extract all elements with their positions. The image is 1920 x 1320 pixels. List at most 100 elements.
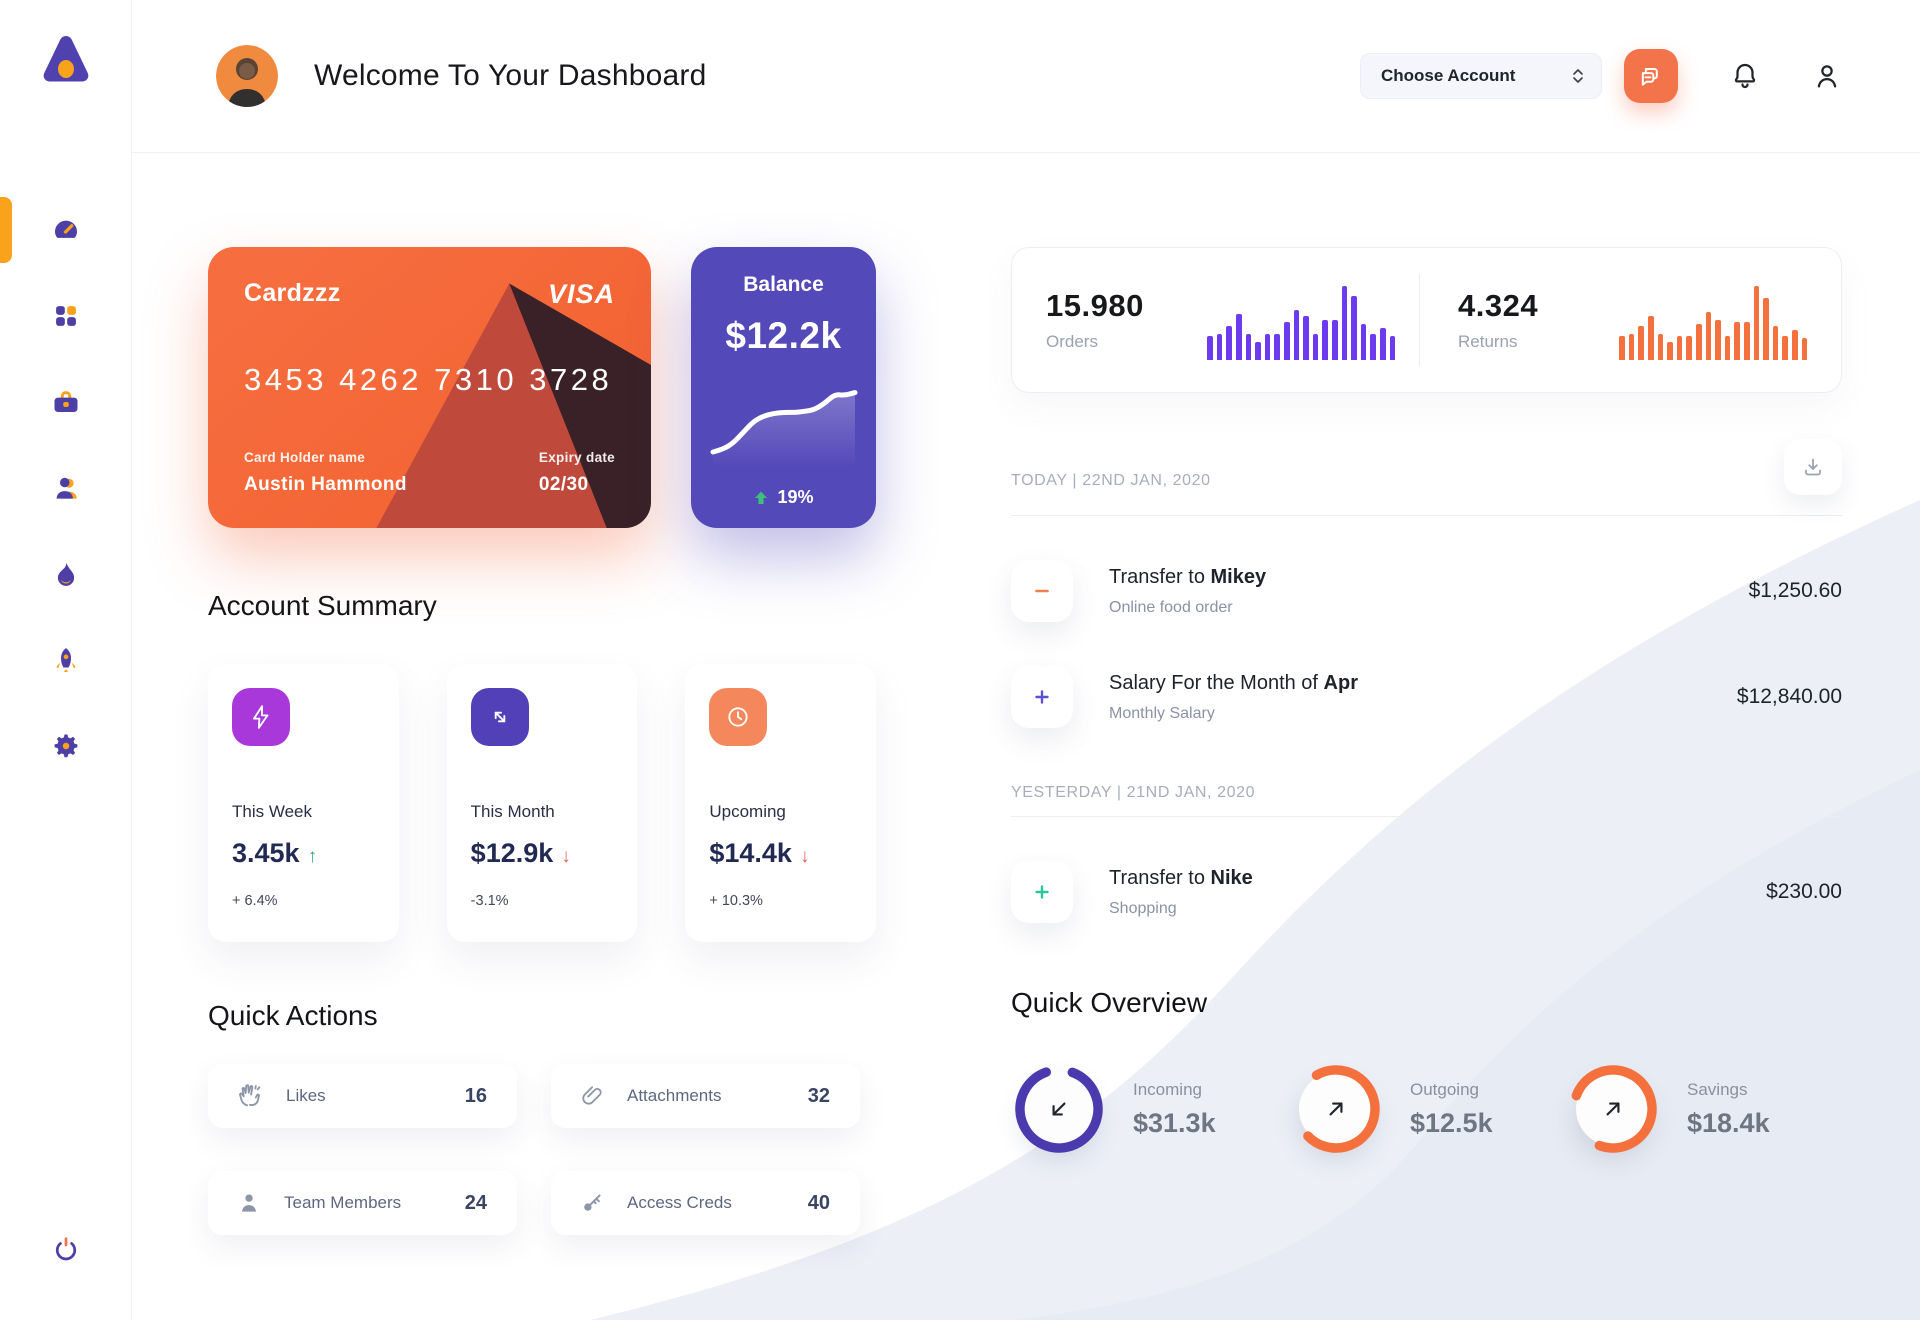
transaction-subtitle: Online food order xyxy=(1109,598,1233,616)
overview-value: $31.3k xyxy=(1133,1107,1216,1138)
sidebar-item-settings[interactable] xyxy=(49,729,83,763)
summary-cards: This Week 3.45k ↑ + 6.4% T xyxy=(208,664,877,942)
dashboard-gauge-icon xyxy=(54,220,77,238)
user-avatar[interactable] xyxy=(216,45,278,107)
action-label: Likes xyxy=(286,1086,326,1105)
transaction-title: Transfer to Mikey xyxy=(1109,565,1267,588)
paperclip-icon xyxy=(582,1086,602,1105)
action-access-creds[interactable]: Access Creds 40 xyxy=(551,1171,860,1235)
select-chevrons-icon xyxy=(1573,69,1583,83)
card-expiry: 02/30 xyxy=(538,474,589,495)
transaction-row[interactable]: Salary For the Month of Apr Monthly Sala… xyxy=(1011,666,1842,728)
quick-actions-title: Quick Actions xyxy=(208,1000,378,1031)
transaction-subtitle: Shopping xyxy=(1109,899,1177,917)
date-label: YESTERDAY | 21ND JAN, 2020 xyxy=(1011,784,1256,801)
orders-label: Orders xyxy=(1046,332,1098,351)
action-count: 24 xyxy=(464,1191,487,1214)
app-logo[interactable] xyxy=(35,28,97,95)
date-label: TODAY | 22ND JAN, 2020 xyxy=(1011,472,1211,489)
apps-grid-icon xyxy=(55,306,76,326)
top-header: Welcome To Your Dashboard Choose Account xyxy=(132,0,1920,153)
action-label: Attachments xyxy=(627,1086,722,1105)
quick-actions-grid: Likes 16 Attachments 32 xyxy=(208,1064,876,1235)
orders-stat: 15.980 Orders xyxy=(1046,288,1207,352)
chat-button[interactable] xyxy=(1624,49,1678,103)
action-attachments[interactable]: Attachments 32 xyxy=(551,1064,860,1128)
summary-change: -3.1% xyxy=(470,893,509,909)
balance-sparkline xyxy=(710,390,857,467)
action-label: Team Members xyxy=(284,1193,402,1212)
action-label: Access Creds xyxy=(627,1193,732,1212)
clap-hands-icon xyxy=(239,1084,261,1107)
transactions-header-yesterday: YESTERDAY | 21ND JAN, 2020 xyxy=(1011,784,1842,802)
balance-card[interactable]: Balance $12.2k xyxy=(691,247,876,528)
sidebar xyxy=(0,0,132,1320)
balance-value: $12.2k xyxy=(725,315,842,356)
summary-value: 3.45k ↑ xyxy=(232,838,318,868)
active-indicator xyxy=(0,197,12,263)
stats-panel: 15.980 Orders 4.324 Returns xyxy=(1011,247,1842,393)
logo-triangle-icon xyxy=(43,36,88,82)
transaction-sign-plus xyxy=(1011,861,1073,923)
account-selector-label: Choose Account xyxy=(1381,66,1516,85)
overview-row: Incoming $31.3k xyxy=(1011,1061,1842,1157)
profile-button[interactable] xyxy=(1812,61,1842,91)
incoming-donut xyxy=(1011,1061,1107,1157)
balance-change: 19% xyxy=(753,487,814,508)
sidebar-item-rocket[interactable] xyxy=(49,643,83,677)
returns-value: 4.324 xyxy=(1457,288,1539,323)
overview-label: Incoming xyxy=(1133,1079,1202,1099)
chat-bubbles-icon xyxy=(1641,68,1658,86)
transaction-row[interactable]: Transfer to Nike Shopping $230.00 xyxy=(1011,861,1842,923)
overview-outgoing: Outgoing $12.5k xyxy=(1288,1061,1565,1157)
cards-row: Cardzzz VISA 3453 4262 7310 3728 Card Ho… xyxy=(208,247,876,528)
person-icon xyxy=(1817,65,1837,88)
overview-value: $12.5k xyxy=(1410,1107,1493,1138)
summary-card-upcoming[interactable]: Upcoming $14.4k ↓ + 10.3% xyxy=(685,664,877,942)
action-count: 40 xyxy=(807,1191,830,1214)
sidebar-item-briefcase[interactable] xyxy=(49,385,83,419)
credit-card[interactable]: Cardzzz VISA 3453 4262 7310 3728 Card Ho… xyxy=(208,247,651,528)
summary-change: + 6.4% xyxy=(232,893,278,909)
divider xyxy=(1011,816,1842,817)
transaction-title: Salary For the Month of Apr xyxy=(1109,671,1358,694)
clock-icon xyxy=(709,688,768,746)
sidebar-item-dashboard[interactable] xyxy=(0,197,83,263)
transaction-title: Transfer to Nike xyxy=(1109,866,1253,889)
logout-button[interactable] xyxy=(51,1235,81,1270)
transaction-amount: $12,840.00 xyxy=(1736,685,1842,708)
summary-card-month[interactable]: This Month $12.9k ↓ -3.1% xyxy=(446,664,638,942)
left-column: Cardzzz VISA 3453 4262 7310 3728 Card Ho… xyxy=(208,247,877,1320)
action-likes[interactable]: Likes 16 xyxy=(208,1064,517,1128)
action-team-members[interactable]: Team Members 24 xyxy=(208,1171,517,1235)
outgoing-donut xyxy=(1288,1061,1384,1157)
orders-value: 15.980 xyxy=(1046,288,1144,323)
summary-label: This Month xyxy=(470,802,555,821)
sidebar-item-team[interactable] xyxy=(49,471,83,505)
card-number: 3453 4262 7310 3728 xyxy=(244,362,613,397)
overview-savings: Savings $18.4k xyxy=(1565,1061,1842,1157)
lightning-icon xyxy=(232,688,290,746)
download-button[interactable] xyxy=(1784,439,1842,495)
balance-label: Balance xyxy=(743,273,824,296)
transaction-subtitle: Monthly Salary xyxy=(1109,704,1215,722)
transaction-row[interactable]: Transfer to Mikey Online food order $1,2… xyxy=(1011,560,1842,622)
sidebar-item-activity[interactable] xyxy=(49,557,83,591)
summary-card-week[interactable]: This Week 3.45k ↑ + 6.4% xyxy=(208,664,399,942)
summary-value: $12.9k ↓ xyxy=(470,838,571,868)
download-icon xyxy=(1805,458,1821,476)
summary-label: Upcoming xyxy=(709,802,786,821)
avatar-photo xyxy=(216,45,278,107)
key-icon xyxy=(584,1194,601,1211)
transfer-arrows-icon xyxy=(470,688,529,746)
trend-down-icon: ↓ xyxy=(561,846,571,867)
account-summary-title: Account Summary xyxy=(208,590,437,621)
card-name: Cardzzz xyxy=(244,279,341,307)
account-selector[interactable]: Choose Account xyxy=(1360,53,1602,99)
summary-label: This Week xyxy=(232,802,312,821)
sidebar-item-apps[interactable] xyxy=(49,299,83,333)
bell-icon xyxy=(1734,63,1756,89)
returns-label: Returns xyxy=(1457,332,1518,351)
notifications-button[interactable] xyxy=(1730,61,1760,91)
card-holder-label: Card Holder name xyxy=(244,450,366,465)
